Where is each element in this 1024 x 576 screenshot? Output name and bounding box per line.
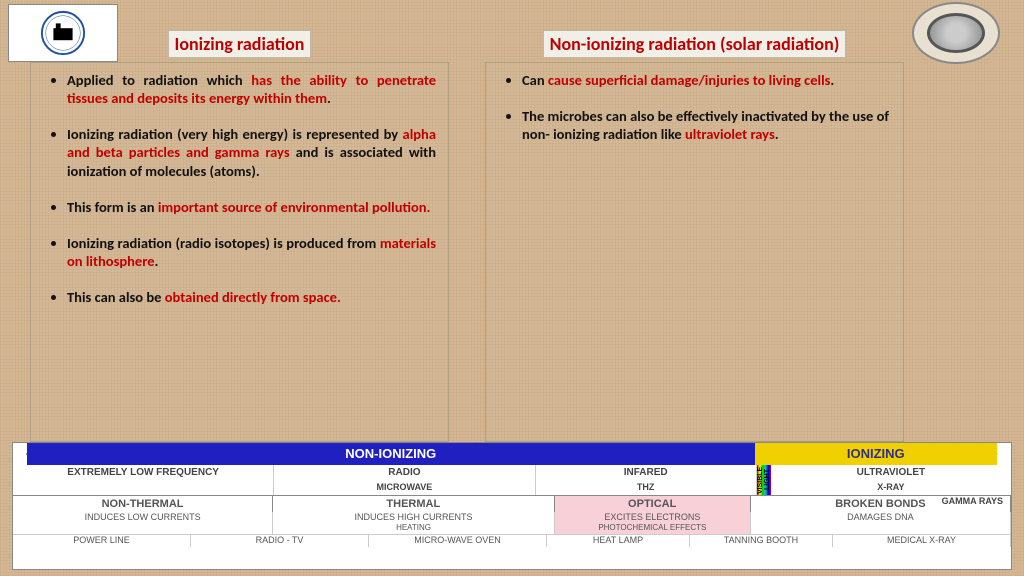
logo-right <box>912 2 1000 64</box>
bullet-item: This form is an important source of envi… <box>67 198 436 216</box>
nonionizing-title: Non-ionizing radiation (solar radiation) <box>543 30 847 58</box>
nonionizing-bar: NON-IONIZING <box>27 443 755 465</box>
content-columns: Ionizing radiation Applied to radiation … <box>30 30 904 442</box>
bullet-item: The microbes can also be effectively ina… <box>522 107 891 143</box>
visible-light-band: VISIBLE LIGHT <box>757 465 771 495</box>
bullet-item: Ionizing radiation (radio isotopes) is p… <box>67 234 436 270</box>
column-nonionizing: Non-ionizing radiation (solar radiation)… <box>485 30 904 442</box>
bullet-item: Applied to radiation which has the abili… <box>67 71 436 107</box>
bullet-item: Ionizing radiation (very high energy) is… <box>67 125 436 179</box>
ionizing-title: Ionizing radiation <box>168 30 312 58</box>
nonionizing-body: Can cause superficial damage/injuries to… <box>485 62 904 442</box>
ionizing-bar: IONIZING <box>755 443 998 465</box>
spectrum-subcategories: INDUCES LOW CURRENTS INDUCES HIGH CURREN… <box>13 512 1011 534</box>
ionizing-body: Applied to radiation which has the abili… <box>30 62 449 442</box>
bullet-item: Can cause superficial damage/injuries to… <box>522 71 891 89</box>
bullet-item: This can also be obtained directly from … <box>67 288 436 306</box>
column-ionizing: Ionizing radiation Applied to radiation … <box>30 30 449 442</box>
spectrum-examples: POWER LINE RADIO - TV MICRO-WAVE OVEN HE… <box>13 534 1011 547</box>
spectrum-bands: EXTREMELY LOW FREQUENCY RADIOMICROWAVE I… <box>13 465 1011 495</box>
spectrum-diagram: NON-IONIZING IONIZING EXTREMELY LOW FREQ… <box>12 442 1012 570</box>
